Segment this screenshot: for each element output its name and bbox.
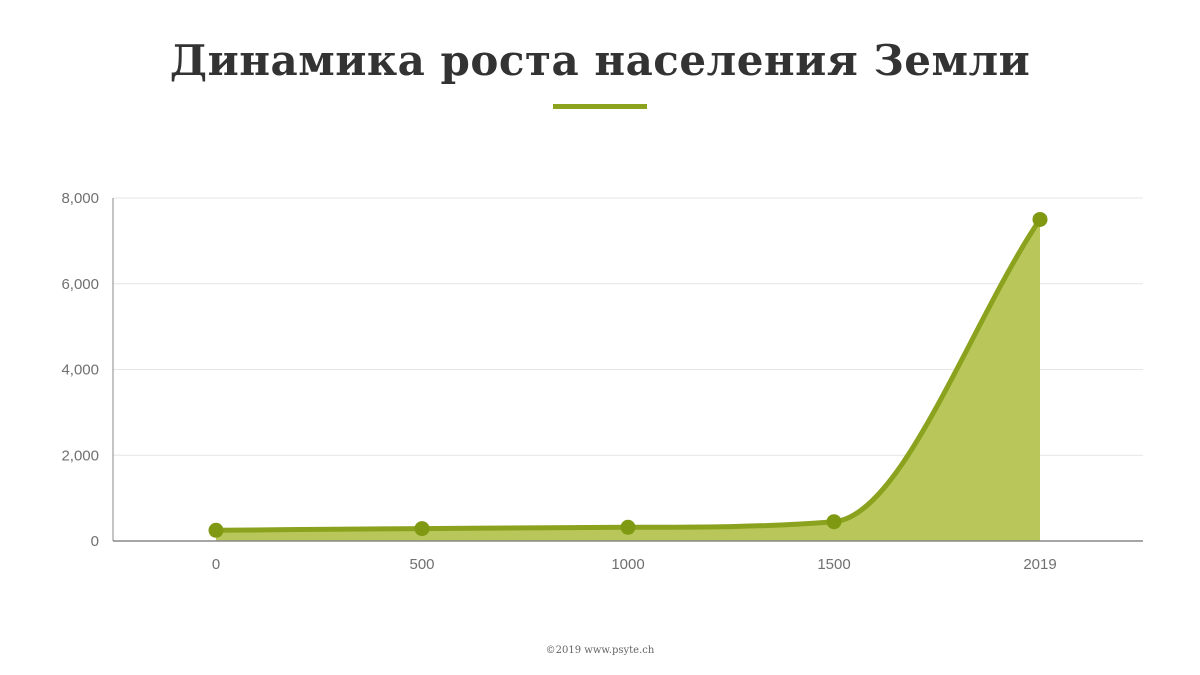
marker-layer — [208, 211, 1048, 538]
y-tick-labels: 0 2,000 4,000 6,000 8,000 — [61, 190, 99, 550]
y-tick-label: 8,000 — [61, 190, 99, 207]
x-tick-label: 0 — [212, 556, 220, 573]
x-tick-labels: 0 500 1000 1500 2019 — [212, 556, 1057, 573]
data-point — [620, 519, 636, 535]
x-tick-label: 1500 — [817, 556, 850, 573]
chart-title: Динамика роста населения Земли — [169, 36, 1031, 85]
data-point — [414, 521, 430, 537]
copyright-credit: ©2019 www.psyte.ch — [545, 645, 655, 656]
x-tick-label: 2019 — [1023, 556, 1056, 573]
data-point — [1032, 211, 1048, 227]
x-tick-label: 1000 — [611, 556, 644, 573]
data-point — [826, 514, 842, 530]
y-tick-label: 0 — [91, 533, 99, 550]
y-tick-label: 4,000 — [61, 362, 99, 379]
y-tick-label: 6,000 — [61, 276, 99, 293]
area-layer — [216, 219, 1040, 541]
axis-layer — [112, 198, 1143, 542]
line-layer — [213, 216, 1043, 533]
data-point — [208, 522, 224, 538]
x-tick-label: 500 — [409, 556, 434, 573]
title-underline — [553, 104, 647, 109]
series-line — [213, 216, 1043, 533]
y-tick-label: 2,000 — [61, 447, 99, 464]
series-area — [216, 219, 1040, 541]
